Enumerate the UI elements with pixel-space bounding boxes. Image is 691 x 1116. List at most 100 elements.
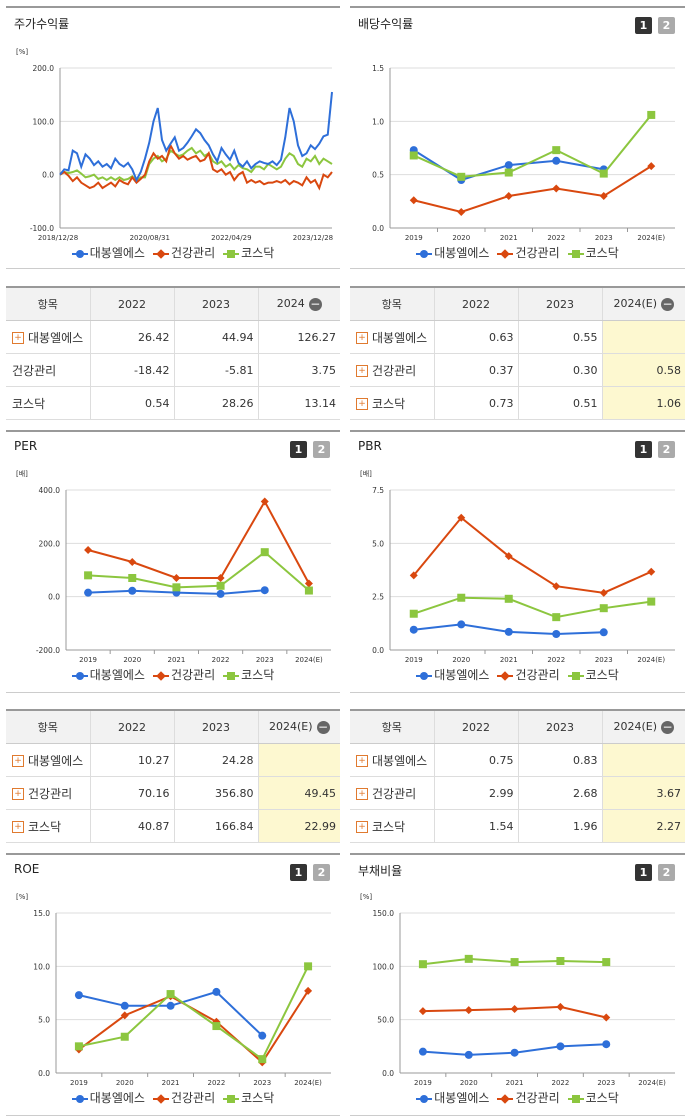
data-point — [552, 613, 561, 622]
expand-icon[interactable]: + — [356, 398, 368, 410]
legend-item[interactable]: 대봉엘에스 — [71, 244, 145, 261]
legend-item[interactable]: 건강관리 — [152, 666, 216, 683]
legend-item[interactable]: 대봉엘에스 — [416, 666, 489, 683]
expand-icon[interactable]: + — [356, 755, 368, 767]
data-point — [599, 604, 608, 613]
row-name[interactable]: + 대봉엘에스 — [350, 743, 435, 777]
legend-label: 대봉엘에스 — [434, 1091, 490, 1105]
view-2-button[interactable]: 2 — [313, 441, 330, 458]
data-point — [260, 548, 269, 557]
legend-item[interactable]: 코스닥 — [223, 244, 274, 261]
data-point — [128, 574, 137, 582]
chart-legend: 대봉엘에스 건강관리 코스닥 — [6, 666, 340, 683]
y-tick-label: 0.0 — [38, 1069, 50, 1078]
x-tick-label: 2024(E) — [637, 656, 665, 664]
legend-item[interactable]: 건강관리 — [152, 244, 215, 261]
legend-item[interactable]: 대봉엘에스 — [416, 1089, 489, 1106]
expand-icon[interactable]: + — [356, 788, 368, 800]
y-tick-label: 150.0 — [373, 909, 395, 918]
pbr-table: 항목 2022 2023 2024(E) − + 대봉엘에스 0.75 0.83 + 건강관리 2.9… — [350, 711, 685, 843]
expand-icon[interactable]: + — [12, 821, 24, 833]
table-cell: 1.96 — [518, 809, 603, 843]
legend-item[interactable]: 코스닥 — [567, 244, 619, 261]
legend-item[interactable]: 코스닥 — [567, 1089, 619, 1106]
legend-label: 건강관리 — [515, 246, 560, 260]
table-cell: 1.06 — [602, 386, 685, 420]
table-cell: 0.83 — [518, 743, 603, 777]
row-name[interactable]: + 건강관리 — [6, 776, 91, 810]
x-tick-label: 2018/12/28 — [38, 234, 78, 242]
row-name[interactable]: + 코스닥 — [350, 386, 435, 420]
legend-marker — [416, 249, 433, 259]
data-point — [418, 1047, 427, 1056]
expand-icon[interactable]: + — [356, 821, 368, 833]
table-cell: 49.45 — [258, 776, 340, 810]
data-point — [409, 609, 418, 618]
expand-icon[interactable]: + — [356, 365, 368, 377]
table-row: + 대봉엘에스 26.42 44.94 126.27 — [6, 320, 340, 354]
series-markers — [84, 548, 313, 595]
view-2-button[interactable]: 2 — [658, 17, 675, 34]
collapse-icon[interactable]: − — [661, 719, 675, 734]
collapse-icon[interactable]: − — [308, 296, 322, 311]
view-2-button[interactable]: 2 — [658, 441, 675, 458]
data-point — [212, 987, 221, 996]
legend-item[interactable]: 건강관리 — [497, 666, 560, 683]
data-point — [504, 192, 513, 200]
legend-item[interactable]: 대봉엘에스 — [416, 244, 489, 261]
view-1-button[interactable]: 1 — [635, 17, 652, 34]
column-header: 2022 — [434, 288, 519, 321]
row-name[interactable]: + 대봉엘에스 — [6, 320, 91, 354]
row-name: 코스닥 — [6, 386, 91, 420]
data-point — [409, 196, 418, 205]
legend-item[interactable]: 코스닥 — [223, 1089, 274, 1106]
view-2-button[interactable]: 2 — [658, 864, 675, 881]
row-name[interactable]: + 대봉엘에스 — [350, 320, 435, 354]
per-chart: [배] -200.0 0.0 200.0 400.0 2019 2020 2021 2022 20… — [16, 469, 331, 664]
view-1-button[interactable]: 1 — [290, 441, 307, 458]
legend-item[interactable]: 코스닥 — [567, 666, 619, 683]
legend-item[interactable]: 대봉엘에스 — [71, 1089, 145, 1106]
column-header: 2023 — [518, 288, 603, 321]
y-tick-label: 5.0 — [38, 1016, 50, 1025]
collapse-icon[interactable]: − — [316, 719, 330, 734]
x-tick-label: 2021 — [162, 1079, 180, 1087]
data-point — [602, 958, 611, 967]
data-point — [464, 954, 473, 963]
legend-item[interactable]: 대봉엘에스 — [71, 666, 145, 683]
row-name[interactable]: + 건강관리 — [350, 353, 435, 387]
x-tick-label: 2023 — [253, 1079, 271, 1087]
legend-item[interactable]: 건강관리 — [497, 244, 560, 261]
expand-icon[interactable]: + — [12, 332, 24, 344]
view-2-button[interactable]: 2 — [313, 864, 330, 881]
view-1-button[interactable]: 1 — [290, 864, 307, 881]
x-tick-label: 2023/12/28 — [293, 234, 333, 242]
legend-marker — [71, 249, 88, 259]
series-line — [413, 165, 652, 214]
data-point — [258, 1031, 267, 1040]
view-1-button[interactable]: 1 — [635, 441, 652, 458]
legend-marker — [497, 248, 514, 259]
expand-icon[interactable]: + — [12, 755, 24, 767]
legend-label: 건강관리 — [170, 668, 216, 682]
legend-item[interactable]: 건강관리 — [497, 1089, 560, 1106]
row-name[interactable]: + 대봉엘에스 — [6, 743, 91, 777]
row-name[interactable]: + 건강관리 — [350, 776, 435, 810]
y-tick-label: 200.0 — [33, 64, 55, 73]
legend-item[interactable]: 코스닥 — [223, 666, 274, 683]
row-name[interactable]: + 코스닥 — [6, 809, 91, 843]
data-point — [552, 184, 561, 193]
row-name[interactable]: + 코스닥 — [350, 809, 435, 843]
table-cell: 22.99 — [258, 809, 340, 843]
data-point — [260, 497, 269, 506]
table-cell: 2.99 — [434, 776, 519, 810]
view-1-button[interactable]: 1 — [635, 864, 652, 881]
legend-item[interactable]: 건강관리 — [152, 1089, 215, 1106]
panel-title: PBR — [358, 439, 382, 453]
legend-marker — [223, 249, 240, 259]
collapse-icon[interactable]: − — [661, 296, 675, 311]
expand-icon[interactable]: + — [356, 332, 368, 344]
series-line — [413, 114, 653, 178]
expand-icon[interactable]: + — [12, 788, 24, 800]
